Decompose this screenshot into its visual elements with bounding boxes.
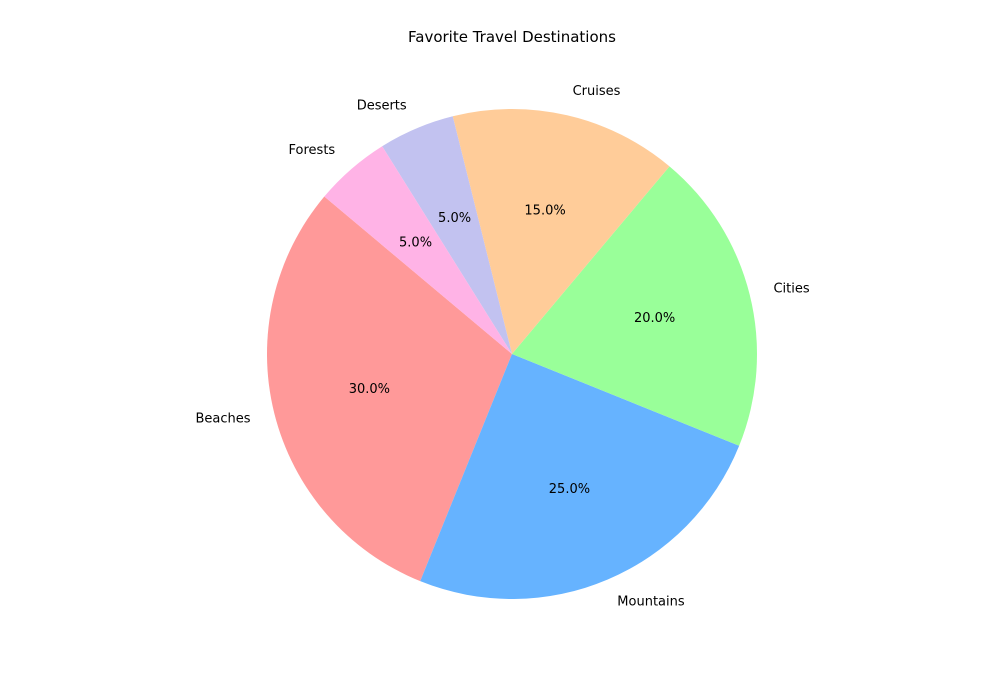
slice-label-deserts: Deserts — [357, 98, 407, 113]
slice-percent-deserts: 5.0% — [438, 211, 471, 226]
pie-slices — [266, 108, 757, 599]
slice-percent-cruises: 15.0% — [524, 203, 565, 218]
slice-label-forests: Forests — [289, 143, 336, 158]
slice-label-cruises: Cruises — [573, 84, 621, 99]
slice-label-cities: Cities — [773, 281, 809, 296]
pie-slice-beaches — [266, 196, 512, 582]
pie-slice-cruises — [452, 108, 670, 354]
slice-label-beaches: Beaches — [195, 412, 250, 427]
slice-percent-beaches: 30.0% — [349, 382, 390, 397]
slice-percent-cities: 20.0% — [634, 311, 675, 326]
slice-percent-forests: 5.0% — [399, 236, 432, 251]
pie-slice-forests — [324, 146, 512, 354]
pie-slice-deserts — [382, 116, 512, 354]
pie-slice-cities — [512, 166, 757, 446]
chart-title: Favorite Travel Destinations — [408, 28, 616, 46]
slice-label-mountains: Mountains — [617, 595, 685, 610]
slice-percent-mountains: 25.0% — [549, 482, 590, 497]
pie-labels: Beaches 30.0% Mountains 25.0% Cities 20.0% Cru… — [195, 84, 809, 610]
pie-slice-mountains — [420, 354, 740, 599]
